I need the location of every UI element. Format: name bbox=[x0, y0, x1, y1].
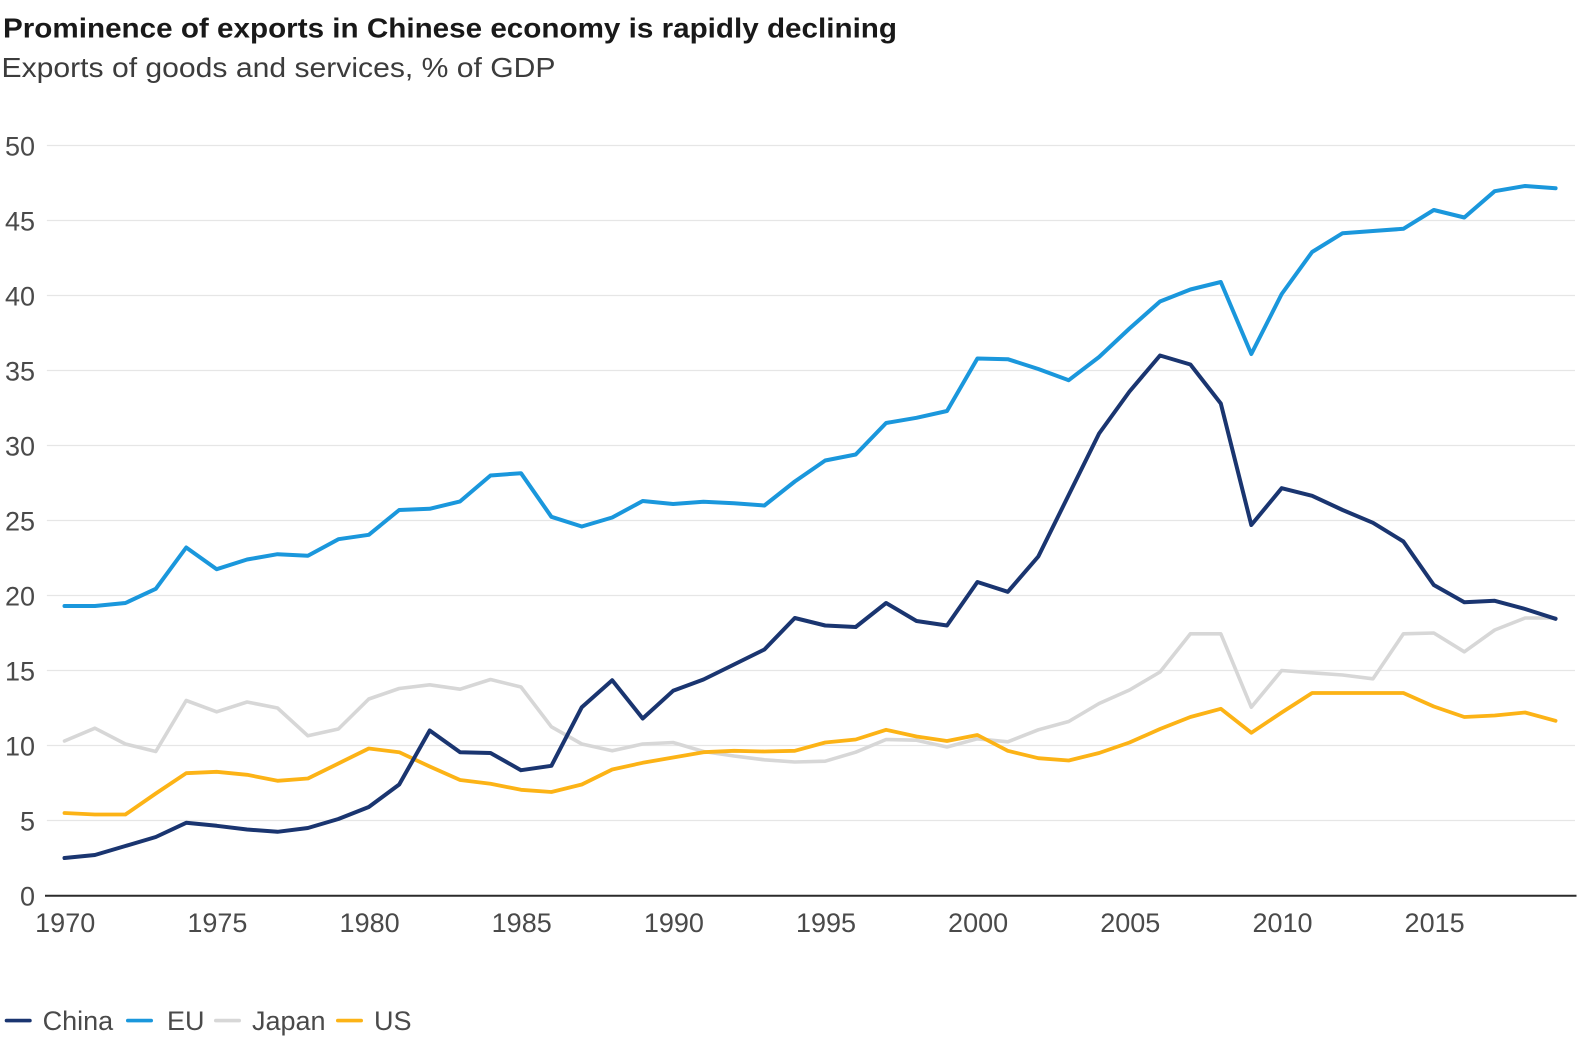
svg-text:1995: 1995 bbox=[796, 908, 856, 938]
svg-text:15: 15 bbox=[5, 657, 35, 687]
svg-text:Japan: Japan bbox=[252, 1006, 326, 1036]
svg-text:1985: 1985 bbox=[492, 908, 552, 938]
svg-text:1975: 1975 bbox=[187, 908, 247, 938]
svg-text:China: China bbox=[43, 1006, 115, 1036]
svg-text:35: 35 bbox=[5, 357, 35, 387]
svg-text:5: 5 bbox=[20, 807, 35, 837]
svg-text:Exports of goods and services,: Exports of goods and services, % of GDP bbox=[2, 52, 556, 83]
svg-text:EU: EU bbox=[167, 1006, 205, 1036]
svg-text:2015: 2015 bbox=[1405, 908, 1465, 938]
svg-text:2005: 2005 bbox=[1100, 908, 1160, 938]
svg-text:10: 10 bbox=[5, 732, 35, 762]
svg-text:30: 30 bbox=[5, 432, 35, 462]
svg-text:2010: 2010 bbox=[1252, 908, 1312, 938]
svg-text:50: 50 bbox=[5, 132, 35, 162]
svg-text:20: 20 bbox=[5, 582, 35, 612]
svg-text:Prominence of exports in Chine: Prominence of exports in Chinese economy… bbox=[3, 13, 897, 44]
svg-text:25: 25 bbox=[5, 507, 35, 537]
svg-text:40: 40 bbox=[5, 282, 35, 312]
svg-text:1990: 1990 bbox=[644, 908, 704, 938]
svg-text:0: 0 bbox=[20, 882, 35, 912]
svg-text:45: 45 bbox=[5, 207, 35, 237]
svg-text:1970: 1970 bbox=[35, 908, 95, 938]
svg-text:1980: 1980 bbox=[340, 908, 400, 938]
svg-text:US: US bbox=[374, 1006, 412, 1036]
svg-text:2000: 2000 bbox=[948, 908, 1008, 938]
